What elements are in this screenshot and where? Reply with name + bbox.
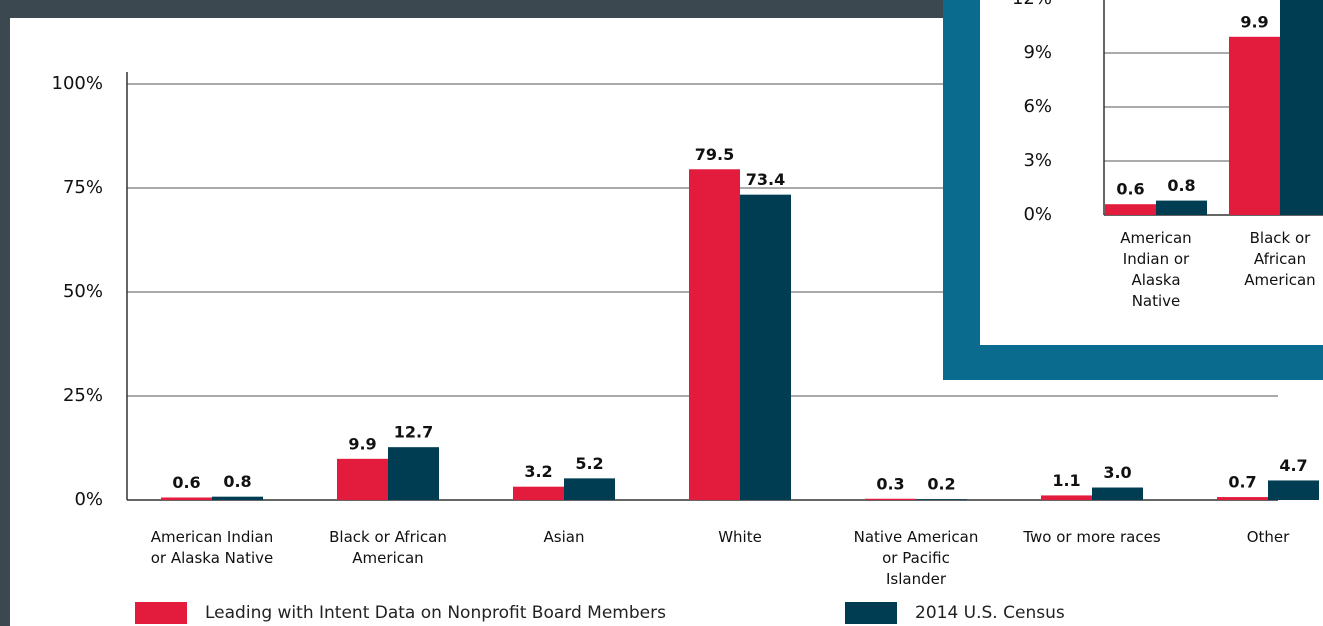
- bar: [388, 447, 439, 500]
- value-label: 0.3: [876, 474, 904, 493]
- bar: [1156, 200, 1207, 215]
- x-tick-label: White: [718, 528, 762, 546]
- value-label: 0.7: [1228, 473, 1256, 492]
- value-label: 0.8: [223, 472, 251, 491]
- bar: [564, 478, 615, 500]
- value-label: 3.0: [1103, 463, 1131, 482]
- x-tick-label: Two or more races: [1022, 528, 1160, 546]
- legend-label: 2014 U.S. Census: [915, 603, 1065, 623]
- bar: [865, 498, 916, 500]
- bar: [1229, 36, 1280, 215]
- bar: [1105, 204, 1156, 215]
- x-tick-label: American Indian or Alaska Native: [1120, 229, 1191, 310]
- bar: [161, 497, 212, 500]
- value-label: 9.9: [348, 434, 376, 453]
- x-tick-label: Native American or Pacific Islander: [854, 528, 979, 588]
- y-tick-label: 6%: [1023, 96, 1052, 117]
- bar: [689, 169, 740, 500]
- y-tick-label: 12%: [1012, 0, 1052, 9]
- x-tick-label: Black or African American: [1244, 229, 1315, 289]
- value-label: 79.5: [695, 145, 734, 164]
- bar: [1217, 497, 1268, 500]
- value-label: 4.7: [1279, 456, 1307, 475]
- value-label: 0.6: [1116, 180, 1144, 199]
- y-tick-label: 75%: [63, 177, 103, 198]
- y-tick-label: 50%: [63, 281, 103, 302]
- legend-label: Leading with Intent Data on Nonprofit Bo…: [205, 603, 666, 623]
- value-label: 0.8: [1167, 176, 1195, 195]
- y-tick-label: 9%: [1023, 42, 1052, 63]
- value-label: 73.4: [746, 170, 785, 189]
- bar: [1280, 0, 1323, 216]
- x-tick-label: Black or African American: [329, 528, 447, 567]
- bar: [212, 496, 263, 500]
- y-tick-label: 25%: [63, 385, 103, 406]
- bar: [513, 486, 564, 500]
- value-label: 0.2: [927, 475, 955, 494]
- value-label: 9.9: [1240, 12, 1268, 31]
- legend-swatch: [135, 602, 187, 624]
- x-tick-label: American Indian or Alaska Native: [151, 528, 274, 567]
- bar: [1268, 480, 1319, 500]
- x-tick-label: Asian: [544, 528, 585, 546]
- bar: [916, 499, 967, 500]
- y-tick-label: 100%: [52, 73, 103, 94]
- x-tick-label: Other: [1247, 528, 1290, 546]
- value-label: 3.2: [524, 462, 552, 481]
- y-tick-label: 3%: [1023, 150, 1052, 171]
- bar: [1041, 495, 1092, 500]
- y-tick-label: 0%: [1023, 204, 1052, 225]
- bar: [1092, 487, 1143, 500]
- value-label: 0.6: [172, 473, 200, 492]
- value-label: 12.7: [394, 423, 433, 442]
- value-label: 1.1: [1052, 471, 1080, 490]
- frame-left: [0, 0, 10, 626]
- bar: [337, 458, 388, 500]
- value-label: 5.2: [575, 454, 603, 473]
- y-tick-label: 0%: [74, 489, 103, 510]
- legend-swatch: [845, 602, 897, 624]
- bar: [740, 194, 791, 500]
